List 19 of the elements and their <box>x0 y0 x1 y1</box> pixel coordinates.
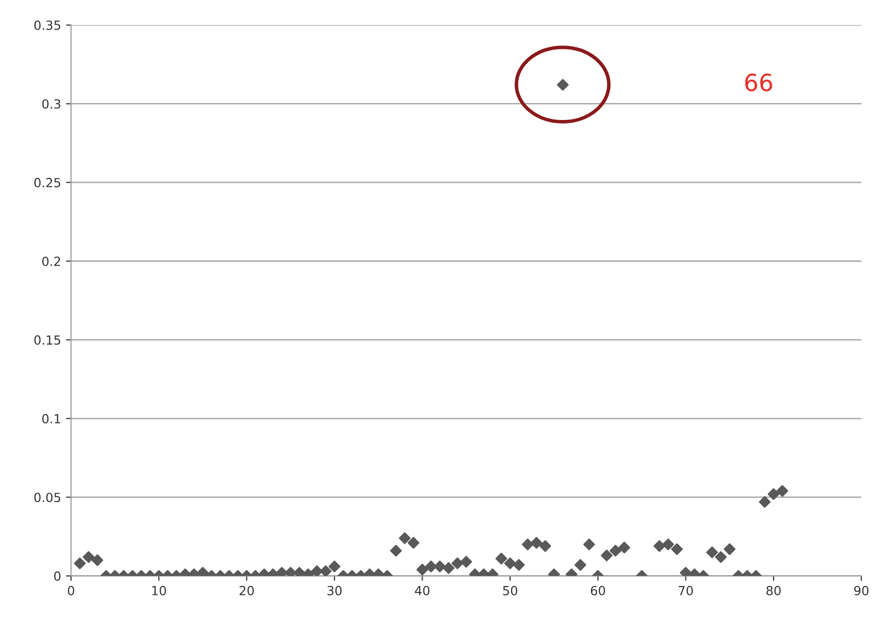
y-tick-label: 0.3 <box>42 99 60 109</box>
x-tick-label: 20 <box>240 586 254 596</box>
annotation: 66 <box>745 74 772 92</box>
y-tick-label: 0.1 <box>42 414 60 424</box>
x-tick-label: 50 <box>503 586 518 596</box>
y-tick-label: 0.25 <box>34 178 60 188</box>
x-tick-label: 40 <box>414 586 430 596</box>
x-tick-label: 60 <box>590 586 606 596</box>
y-tick-label: 0.15 <box>34 335 60 345</box>
y-tick-label: 0.05 <box>34 492 60 502</box>
y-tick-label: 0.35 <box>34 20 60 30</box>
x-tick-label: 80 <box>766 586 781 596</box>
x-tick-label: 30 <box>327 586 342 596</box>
y-tick-label: 0.2 <box>42 256 60 266</box>
x-tick-label: 90 <box>854 586 868 596</box>
x-tick-label: 0 <box>68 586 74 596</box>
y-tick-label: 0 <box>54 571 60 581</box>
x-tick-label: 10 <box>152 586 166 596</box>
x-tick-label: 70 <box>678 586 693 596</box>
